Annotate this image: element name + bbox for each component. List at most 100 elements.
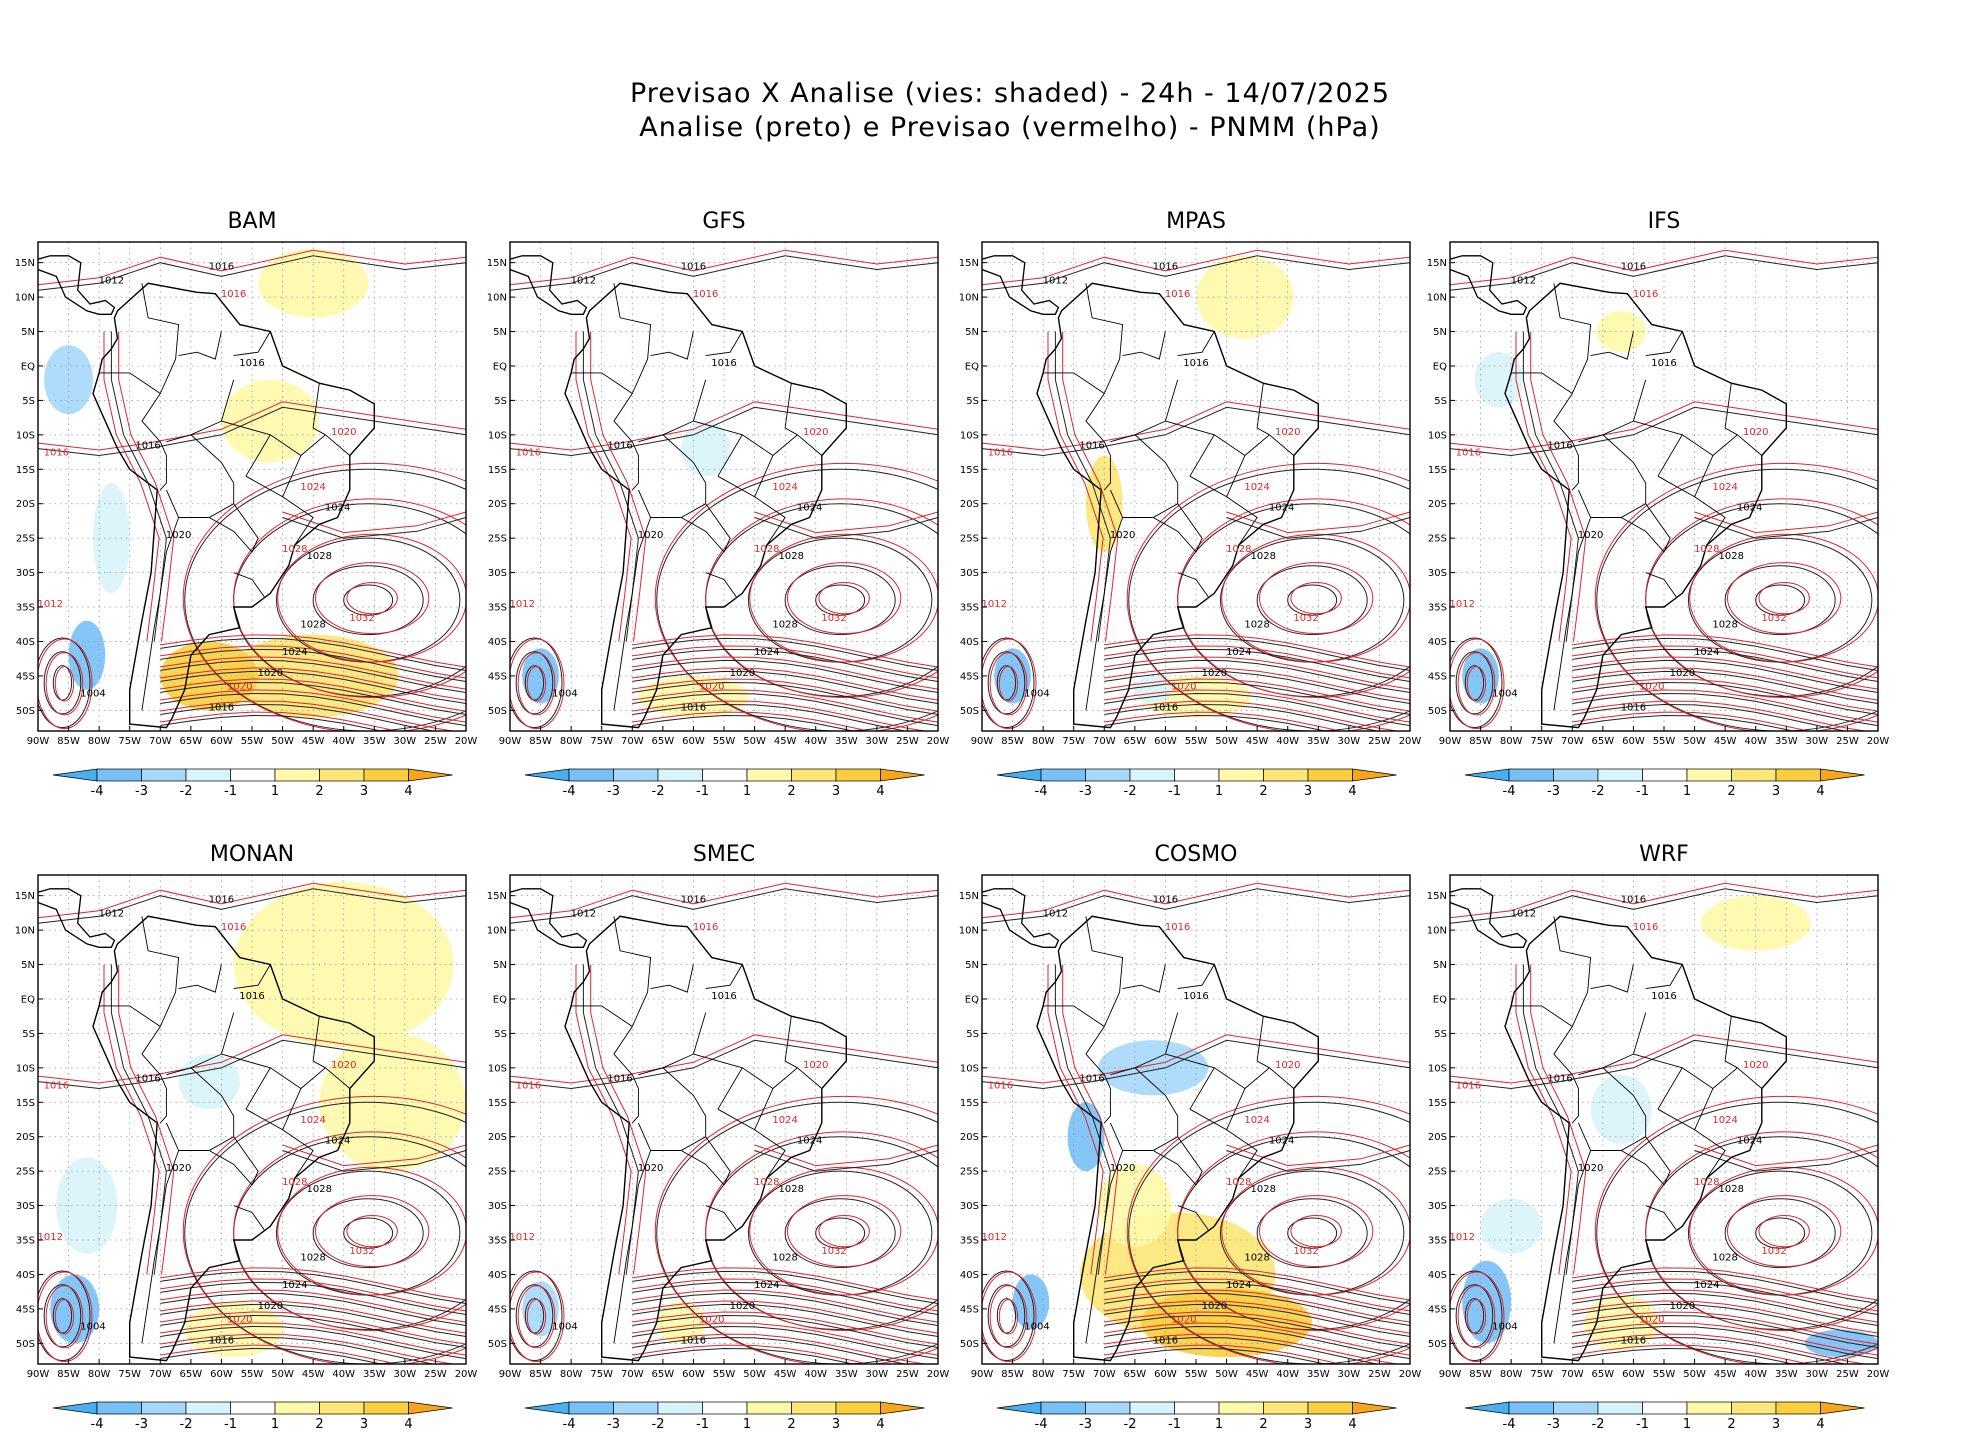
lon-tick-label: 25W xyxy=(1368,1369,1391,1380)
country-border xyxy=(1165,420,1215,436)
colorbar-segment xyxy=(1775,1401,1821,1415)
lat-tick-label: 10S xyxy=(960,1063,979,1074)
lon-tick-label: 65W xyxy=(180,1369,203,1380)
isobar-forecast xyxy=(1104,667,1410,701)
colorbar-segment xyxy=(835,768,881,782)
figure-title-line2: Analise (preto) e Previsao (vermelho) - … xyxy=(639,112,1381,143)
country-border xyxy=(1122,331,1166,360)
contour-label-forecast: 1020 xyxy=(699,1315,724,1326)
country-border xyxy=(680,503,731,553)
colorbar-segment xyxy=(185,768,231,782)
isobar-forecast xyxy=(632,1322,938,1356)
country-border xyxy=(705,331,743,357)
contour-label-analysis: 1020 xyxy=(1670,668,1695,679)
isobar-analysis xyxy=(160,1336,435,1364)
isobar-analysis xyxy=(1450,255,1878,291)
country-border xyxy=(312,1016,326,1069)
isobar-analysis xyxy=(1687,1170,1873,1296)
isobar-analysis xyxy=(632,1325,938,1360)
isobar-forecast xyxy=(54,666,75,702)
panel-content: 1012101610161016102010241028102810241020… xyxy=(982,242,1410,731)
isobar-forecast xyxy=(1758,1215,1810,1248)
contour-label-forecast: 1020 xyxy=(331,1060,356,1071)
lat-tick-label: 35S xyxy=(1428,603,1447,614)
lon-tick-label: 70W xyxy=(1561,1369,1584,1380)
isobar-analysis xyxy=(982,255,1410,291)
lat-tick-label: 20S xyxy=(16,1132,35,1143)
isobar-forecast xyxy=(1177,498,1410,698)
isobar-forecast xyxy=(160,1322,466,1356)
contour-label-analysis: 1020 xyxy=(730,1301,755,1312)
country-border xyxy=(1244,434,1295,456)
lon-tick-label: 45W xyxy=(1714,736,1737,747)
colorbar-segment xyxy=(1352,1401,1397,1415)
country-border xyxy=(1577,1067,1647,1151)
lat-tick-label: 5S xyxy=(966,1029,979,1040)
colorbar-label: -3 xyxy=(135,1417,148,1432)
colorbar-label: 1 xyxy=(1683,784,1691,799)
isobar-forecast xyxy=(786,1195,902,1268)
contour-label-forecast: 1012 xyxy=(38,1232,63,1243)
lon-tick-label: 75W xyxy=(1062,1369,1085,1380)
contour-label-analysis: 1020 xyxy=(1110,1163,1135,1174)
isobar-forecast xyxy=(38,638,93,730)
lat-tick-label: 10N xyxy=(1427,293,1447,304)
country-border xyxy=(1590,964,1634,993)
isobar-analysis xyxy=(1104,681,1410,715)
contour-label-analysis: 1028 xyxy=(1719,1184,1744,1195)
country-border xyxy=(233,964,271,990)
lat-tick-label: 30S xyxy=(960,1201,979,1212)
colorbar-segment xyxy=(1174,768,1220,782)
country-border xyxy=(233,1205,265,1230)
isobar-andes xyxy=(103,331,160,642)
lon-tick-label: 60W xyxy=(1622,1369,1645,1380)
lon-tick-label: 65W xyxy=(180,736,203,747)
isobar-analysis xyxy=(1450,888,1878,924)
isobar-analysis xyxy=(1455,651,1494,715)
country-border xyxy=(1085,916,1124,1027)
isobar-analysis xyxy=(1572,692,1878,727)
isobar-forecast xyxy=(1572,700,1869,731)
isobar-forecast xyxy=(510,638,565,730)
isobar-andes xyxy=(575,331,632,642)
lat-tick-label: 35S xyxy=(16,1236,35,1247)
lon-tick-label: 25W xyxy=(1836,736,1859,747)
lon-tick-label: 90W xyxy=(27,736,50,747)
lon-tick-label: 25W xyxy=(896,736,919,747)
colorbar-label: 2 xyxy=(787,1417,795,1432)
map-panel-mpas: MPAS 101210161016101610201024102810281024… xyxy=(959,209,1422,799)
contour-label-forecast: 1032 xyxy=(349,613,374,624)
isobar-analysis xyxy=(1455,1284,1494,1348)
colorbar-segment xyxy=(96,1401,142,1415)
colorbar-label: -2 xyxy=(652,1417,665,1432)
contour-label-forecast: 1028 xyxy=(754,544,779,555)
colorbar-label: -2 xyxy=(1592,1417,1605,1432)
isobar-analysis xyxy=(1287,584,1338,616)
colorbar-segment xyxy=(319,1401,365,1415)
lat-tick-label: 50S xyxy=(960,706,979,717)
isobar-analysis xyxy=(275,1170,461,1296)
colorbar-label: 3 xyxy=(832,1417,840,1432)
contour-label-analysis: 1028 xyxy=(1244,620,1269,631)
lat-tick-label: 50S xyxy=(16,706,35,717)
colorbar-segment xyxy=(1686,768,1732,782)
lat-tick-label: 25S xyxy=(488,534,507,545)
country-border xyxy=(1177,964,1215,990)
country-border xyxy=(1122,964,1166,993)
contour-label-forecast: 1024 xyxy=(300,1115,325,1126)
isobar-forecast xyxy=(1726,1195,1842,1268)
isobar-forecast xyxy=(346,1215,398,1248)
isobar-forecast xyxy=(1694,1144,1878,1167)
lat-tick-label: 10S xyxy=(1428,1063,1447,1074)
panel-title: MPAS xyxy=(1166,209,1226,234)
lat-tick-label: 5N xyxy=(493,960,507,971)
isobar-andes xyxy=(582,331,639,642)
lat-tick-label: 15N xyxy=(1427,258,1447,269)
lon-tick-label: 30W xyxy=(1806,736,1829,747)
isobar-analysis xyxy=(312,1198,424,1269)
contour-label-analysis: 1004 xyxy=(80,689,105,700)
map-panel-cosmo: COSMO10121016101610161020102410281028102… xyxy=(959,842,1422,1432)
isobar-forecast xyxy=(1645,498,1878,698)
isobar-analysis xyxy=(1687,537,1873,663)
